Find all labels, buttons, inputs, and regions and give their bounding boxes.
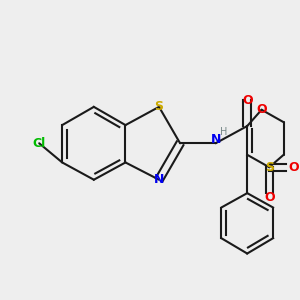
Text: H: H [220, 127, 227, 137]
Text: O: O [256, 103, 267, 116]
Text: Cl: Cl [33, 137, 46, 150]
Text: S: S [265, 161, 274, 174]
Text: O: O [264, 191, 274, 204]
Text: O: O [288, 161, 298, 174]
Text: N: N [154, 173, 164, 186]
Text: N: N [210, 133, 221, 146]
Text: O: O [242, 94, 253, 107]
Text: S: S [154, 100, 164, 113]
